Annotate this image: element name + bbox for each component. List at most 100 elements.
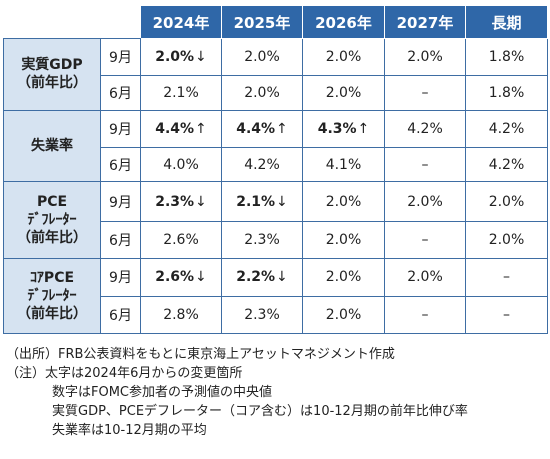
value-cell: –: [465, 258, 548, 297]
value-cell: 4.2%: [384, 109, 466, 149]
value-cell: 4.2%: [221, 147, 303, 183]
value-text: 2.3%: [155, 193, 195, 210]
value-text: 2.3%: [244, 306, 280, 323]
arrow-up-icon: ↑: [357, 120, 370, 137]
value-cell: 4.4%↑: [221, 109, 303, 149]
value-text: –: [421, 306, 429, 323]
table-row: PCE ﾃﾞﾌﾚｰﾀｰ （前年比） 9月 2.3%↓ 2.1%↓ 2.0% 2.0% 2.0%: [3, 181, 548, 260]
table-row: 6月 4.0% 4.2% 4.1% – 4.2%: [4, 147, 548, 183]
value-text: –: [503, 306, 510, 323]
value-text: 1.8%: [488, 49, 525, 66]
metric-label: ｺｱPCE ﾃﾞﾌﾚｰﾀｰ （前年比）: [3, 258, 101, 334]
value-text: 2.6%: [155, 269, 195, 286]
value-text: 2.0%: [407, 193, 443, 210]
value-text: 2.8%: [163, 306, 199, 323]
value-text: –: [421, 156, 429, 173]
note-line: 実質GDP、PCEデフレーター（コア含む）は10-12月期の前年比伸び率: [52, 404, 468, 419]
value-cell: 4.3%↑: [302, 109, 385, 149]
value-cell: 2.0%: [221, 37, 303, 77]
value-cell: 2.3%: [221, 220, 303, 260]
value-cell: 4.1%: [302, 147, 385, 183]
value-text: 2.0%: [325, 269, 362, 286]
value-text: 2.1%: [163, 85, 199, 102]
table-row: 6月 2.8% 2.3% 2.0% – –: [4, 295, 548, 335]
arrow-down-icon: ↓: [195, 49, 207, 66]
value-text: 4.1%: [325, 156, 362, 173]
value-cell: 2.0%: [384, 258, 466, 297]
value-cell: –: [384, 220, 466, 260]
value-text: –: [503, 269, 510, 286]
column-header: 2025年: [221, 5, 303, 39]
value-text: 2.0%: [488, 193, 525, 210]
value-cell: 4.0%: [140, 147, 222, 183]
month-label: 6月: [100, 220, 141, 260]
month-label: 6月: [100, 295, 141, 335]
metric-label-line: （前年比）: [17, 306, 87, 323]
value-cell: 2.0%: [302, 37, 385, 77]
value-text: 4.3%: [317, 120, 357, 137]
value-cell: 1.8%: [465, 75, 548, 111]
value-text: 2.6%: [163, 232, 199, 249]
month-label: 9月: [100, 258, 141, 297]
source-note: （出所）FRB公表資料をもとに東京海上アセットマネジメント作成: [6, 347, 395, 362]
value-text: 2.0%: [325, 232, 362, 249]
value-cell: –: [384, 75, 466, 111]
value-cell: 2.3%: [221, 295, 303, 335]
value-text: –: [421, 232, 429, 249]
value-text: 4.2%: [488, 156, 525, 173]
month-label: 9月: [100, 37, 141, 77]
metric-label-line: 実質GDP: [21, 57, 83, 74]
metric-label-line: PCE: [36, 194, 68, 211]
fomc-projection-table: 2024年 2025年 2026年 2027年 長期 実質GDP （前年比） 9月 2…: [3, 5, 548, 335]
table-row: 失業率 9月 4.4%↑ 4.4%↑ 4.3%↑ 4.2% 4.2%: [3, 109, 548, 183]
note-line: （注）太字は2024年6月からの変更箇所: [6, 366, 243, 381]
notes: （出所）FRB公表資料をもとに東京海上アセットマネジメント作成 （注）太字は20…: [6, 345, 546, 440]
table-row: 実質GDP （前年比） 9月 2.0%↓ 2.0% 2.0% 2.0% 1.8%: [3, 37, 548, 111]
month-label: 9月: [100, 109, 141, 149]
value-cell: 4.4%↑: [140, 109, 222, 149]
arrow-down-icon: ↓: [195, 193, 207, 210]
value-text: 2.0%: [325, 306, 362, 323]
table-row: ｺｱPCE ﾃﾞﾌﾚｰﾀｰ （前年比） 9月 2.6%↓ 2.2%↓ 2.0% 2.0% –: [3, 258, 548, 334]
metric-label-line: （前年比）: [17, 75, 87, 92]
value-text: 2.0%: [407, 49, 443, 66]
value-cell: 2.0%↓: [140, 37, 222, 77]
value-text: 2.0%: [155, 49, 195, 66]
value-cell: 1.8%: [465, 37, 548, 77]
value-cell: 2.0%: [302, 295, 385, 335]
metric-label-line: ｺｱPCE: [29, 270, 75, 287]
month-label: 6月: [100, 75, 141, 111]
value-text: 2.0%: [325, 49, 362, 66]
value-cell: 2.0%: [302, 75, 385, 111]
arrow-down-icon: ↓: [195, 269, 207, 286]
column-header: 2024年: [140, 5, 222, 39]
value-text: 2.2%: [236, 269, 276, 286]
table-header-row: 2024年 2025年 2026年 2027年 長期: [3, 5, 548, 39]
value-cell: 2.0%: [221, 75, 303, 111]
month-label: 9月: [100, 181, 141, 222]
value-cell: –: [384, 295, 466, 335]
value-cell: 2.3%↓: [140, 181, 222, 222]
value-cell: 4.2%: [465, 109, 548, 149]
value-text: 2.0%: [325, 193, 362, 210]
arrow-up-icon: ↑: [195, 120, 207, 137]
value-cell: 4.2%: [465, 147, 548, 183]
value-cell: 2.1%: [140, 75, 222, 111]
value-cell: 2.6%↓: [140, 258, 222, 297]
value-text: 4.2%: [244, 156, 280, 173]
arrow-down-icon: ↓: [276, 269, 288, 286]
metric-label: 実質GDP （前年比）: [3, 38, 101, 111]
value-cell: 2.0%: [302, 220, 385, 260]
metric-label: 失業率: [3, 109, 101, 183]
value-text: 2.0%: [488, 232, 525, 249]
metric-label-line: （前年比）: [17, 230, 87, 247]
column-header: 2026年: [302, 5, 385, 39]
value-cell: 2.1%↓: [221, 181, 303, 222]
note-line: 数字はFOMC参加者の予測値の中央値: [52, 385, 273, 400]
value-cell: –: [384, 147, 466, 183]
value-cell: –: [465, 295, 548, 335]
value-cell: 2.6%: [140, 220, 222, 260]
value-cell: 2.2%↓: [221, 258, 303, 297]
value-text: –: [421, 85, 429, 102]
value-cell: 2.0%: [465, 220, 548, 260]
